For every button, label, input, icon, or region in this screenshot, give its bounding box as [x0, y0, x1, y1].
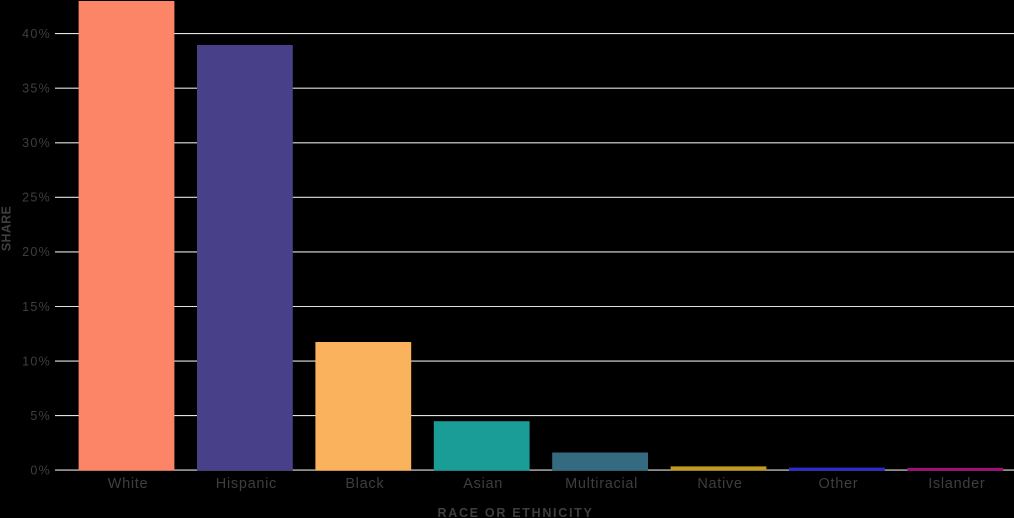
svg-text:15%: 15% — [22, 300, 51, 314]
svg-text:40%: 40% — [22, 27, 51, 41]
svg-text:10%: 10% — [22, 354, 51, 368]
svg-text:20%: 20% — [22, 245, 51, 259]
svg-text:Islander: Islander — [928, 476, 985, 492]
svg-text:35%: 35% — [22, 82, 51, 96]
svg-text:SHARE: SHARE — [0, 206, 14, 251]
svg-text:White: White — [108, 476, 149, 492]
svg-text:5%: 5% — [30, 409, 51, 423]
svg-text:RACE OR ETHNICITY: RACE OR ETHNICITY — [438, 506, 594, 518]
svg-text:Multiracial: Multiracial — [565, 476, 638, 492]
svg-text:Other: Other — [819, 476, 859, 492]
svg-text:Native: Native — [697, 476, 742, 492]
svg-text:Hispanic: Hispanic — [216, 476, 277, 492]
svg-text:Black: Black — [345, 476, 384, 492]
svg-text:30%: 30% — [22, 136, 51, 150]
svg-text:0%: 0% — [30, 463, 51, 477]
svg-text:25%: 25% — [22, 191, 51, 205]
svg-text:Asian: Asian — [463, 476, 503, 492]
